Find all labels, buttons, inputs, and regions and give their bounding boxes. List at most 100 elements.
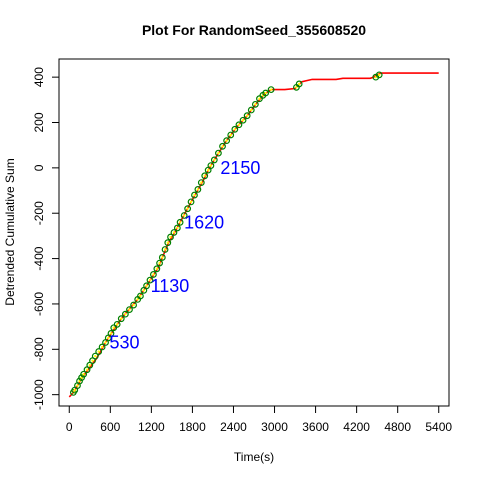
data-point-marker xyxy=(80,370,88,378)
data-point-center xyxy=(176,226,179,230)
data-point-marker xyxy=(201,172,209,180)
data-point-center xyxy=(237,123,241,126)
y-tick-label: -400 xyxy=(32,246,46,270)
data-point-marker xyxy=(180,212,188,219)
data-point-center xyxy=(166,241,169,244)
data-point-center xyxy=(213,158,216,162)
data-point-center xyxy=(128,308,131,311)
data-point-center xyxy=(269,88,273,91)
data-point-center xyxy=(209,164,213,167)
data-point-center xyxy=(148,278,152,282)
data-point-marker xyxy=(239,116,247,124)
x-tick-label: 5400 xyxy=(425,420,452,434)
data-point-marker xyxy=(76,377,83,385)
data-point-center xyxy=(97,350,100,353)
data-point-center xyxy=(217,151,220,155)
y-tick-label: -1000 xyxy=(32,379,46,410)
x-axis: 0 600 1200 1800 2400 3000 3600 4200 4800 5400 xyxy=(66,405,452,434)
data-point-marker xyxy=(231,125,239,133)
data-point-marker xyxy=(170,229,178,236)
data-point-center xyxy=(245,114,249,117)
data-point-marker xyxy=(227,131,235,139)
annotation-label: 1130 xyxy=(151,276,190,296)
data-point-marker xyxy=(95,348,103,355)
x-tick-label: 0 xyxy=(66,420,73,434)
data-point-marker xyxy=(91,352,99,360)
data-point-center xyxy=(203,174,206,178)
data-point-marker xyxy=(167,233,174,241)
data-point-center xyxy=(229,133,232,137)
x-tick-label: 4800 xyxy=(384,420,411,434)
data-point-center xyxy=(196,188,200,191)
data-point-marker xyxy=(176,218,184,226)
data-point-marker xyxy=(251,100,259,108)
data-point-marker xyxy=(219,142,226,150)
data-point-marker xyxy=(256,95,263,103)
annotation-label: 1620 xyxy=(184,212,224,232)
data-point-center xyxy=(155,267,159,270)
y-tick-label: 0 xyxy=(32,164,46,171)
data-point-center xyxy=(88,363,91,367)
data-point-marker xyxy=(197,179,205,187)
data-point-marker xyxy=(164,239,172,247)
x-tick-label: 2400 xyxy=(220,420,247,434)
data-point-marker xyxy=(243,112,251,120)
data-point-center xyxy=(142,289,146,292)
data-point-center xyxy=(76,384,79,387)
annotation-label: 2150 xyxy=(220,158,260,178)
data-point-center xyxy=(91,359,94,362)
data-point-marker xyxy=(194,186,202,193)
data-point-center xyxy=(112,326,115,329)
data-point-center xyxy=(297,82,301,86)
annotation-layer: 530 1130 1620 2150 xyxy=(110,158,261,353)
y-tick-label: -600 xyxy=(32,292,46,316)
data-point-center xyxy=(163,248,167,251)
x-tick-label: 4200 xyxy=(343,420,370,434)
x-tick-label: 1200 xyxy=(138,420,165,434)
data-point-center xyxy=(158,261,161,265)
data-point-marker xyxy=(173,224,181,232)
data-point-center xyxy=(136,298,139,301)
data-point-center xyxy=(193,193,196,197)
data-point-center xyxy=(85,368,89,371)
y-axis-label: Detrended Cumulative Sum xyxy=(3,158,17,305)
data-point-center xyxy=(124,312,127,316)
data-point-center xyxy=(152,273,155,276)
data-point-marker xyxy=(161,246,169,253)
data-point-marker xyxy=(78,374,85,382)
y-tick-label: 400 xyxy=(32,67,46,87)
data-point-marker xyxy=(207,162,215,169)
data-point-marker xyxy=(262,89,270,97)
data-point-marker xyxy=(107,330,115,337)
x-tick-label: 3000 xyxy=(261,420,288,434)
data-point-center xyxy=(161,256,164,259)
y-tick-label: -200 xyxy=(32,201,46,225)
data-point-center xyxy=(169,235,172,239)
data-point-marker xyxy=(375,71,383,79)
data-point-marker xyxy=(210,156,218,164)
data-point-center xyxy=(295,86,298,89)
data-point-marker xyxy=(267,86,275,94)
data-point-center xyxy=(132,303,135,307)
data-point-center xyxy=(250,108,253,112)
data-point-center xyxy=(186,207,189,210)
data-point-marker xyxy=(156,259,163,267)
data-point-center xyxy=(107,336,110,340)
data-point-center xyxy=(206,168,210,172)
data-point-marker xyxy=(126,306,133,314)
data-point-center xyxy=(104,341,107,344)
data-point-marker xyxy=(295,80,303,88)
data-point-center xyxy=(221,145,224,148)
data-point-center xyxy=(82,373,85,376)
data-point-marker xyxy=(187,198,195,206)
data-point-marker xyxy=(235,121,243,129)
data-point-marker xyxy=(113,320,121,328)
data-point-marker xyxy=(223,137,231,145)
data-point-marker xyxy=(110,324,118,332)
data-point-center xyxy=(145,284,148,287)
data-point-marker xyxy=(153,265,161,273)
data-point-marker xyxy=(146,276,154,284)
data-point-marker xyxy=(150,271,157,278)
data-point-center xyxy=(109,332,113,335)
